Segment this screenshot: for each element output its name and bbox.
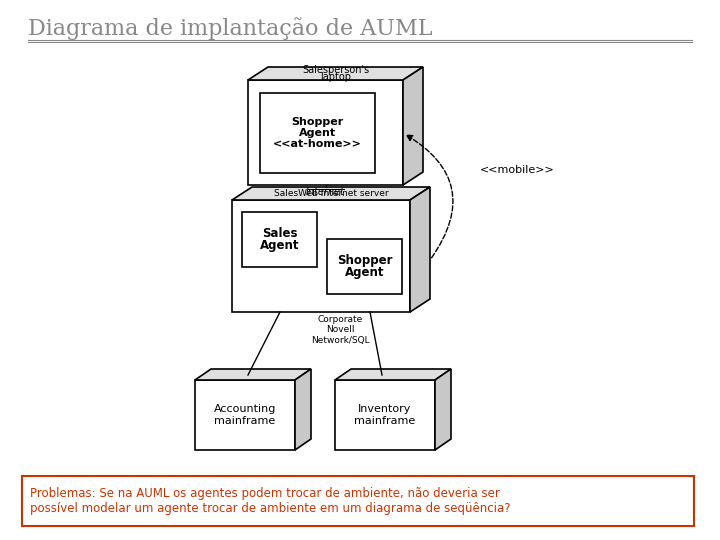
Text: Inventory
mainframe: Inventory mainframe: [354, 404, 415, 426]
Text: Sales: Sales: [262, 227, 297, 240]
Text: Agent: Agent: [345, 266, 384, 279]
Text: Internet: Internet: [306, 187, 345, 197]
Polygon shape: [335, 380, 435, 450]
Text: <<mobile>>: <<mobile>>: [480, 165, 554, 175]
Text: Problemas: Se na AUML os agentes podem trocar de ambiente, não deveria ser
possí: Problemas: Se na AUML os agentes podem t…: [30, 487, 510, 515]
Text: Shopper: Shopper: [292, 117, 343, 127]
Polygon shape: [195, 380, 295, 450]
Polygon shape: [435, 369, 451, 450]
Polygon shape: [403, 67, 423, 185]
FancyArrowPatch shape: [407, 135, 453, 258]
Text: Shopper: Shopper: [337, 254, 392, 267]
Polygon shape: [410, 187, 430, 312]
Polygon shape: [260, 93, 375, 173]
Polygon shape: [248, 80, 403, 185]
Text: Agent: Agent: [299, 128, 336, 138]
Text: <<at-home>>: <<at-home>>: [273, 139, 362, 149]
Polygon shape: [232, 187, 430, 200]
Polygon shape: [22, 476, 694, 526]
Text: Agent: Agent: [260, 239, 300, 252]
Polygon shape: [232, 200, 410, 312]
Polygon shape: [335, 369, 451, 380]
Text: Salesperson's: Salesperson's: [302, 65, 369, 75]
Text: laptop: laptop: [320, 72, 351, 82]
Polygon shape: [327, 239, 402, 294]
Text: Corporate
Novell
Network/SQL: Corporate Novell Network/SQL: [311, 315, 369, 345]
Polygon shape: [195, 369, 311, 380]
Polygon shape: [242, 212, 317, 267]
Polygon shape: [248, 67, 423, 80]
Text: Accounting
mainframe: Accounting mainframe: [214, 404, 276, 426]
Polygon shape: [295, 369, 311, 450]
Text: SalesWeb Internet server: SalesWeb Internet server: [274, 189, 388, 198]
Text: Diagrama de implantação de AUML: Diagrama de implantação de AUML: [28, 17, 433, 40]
